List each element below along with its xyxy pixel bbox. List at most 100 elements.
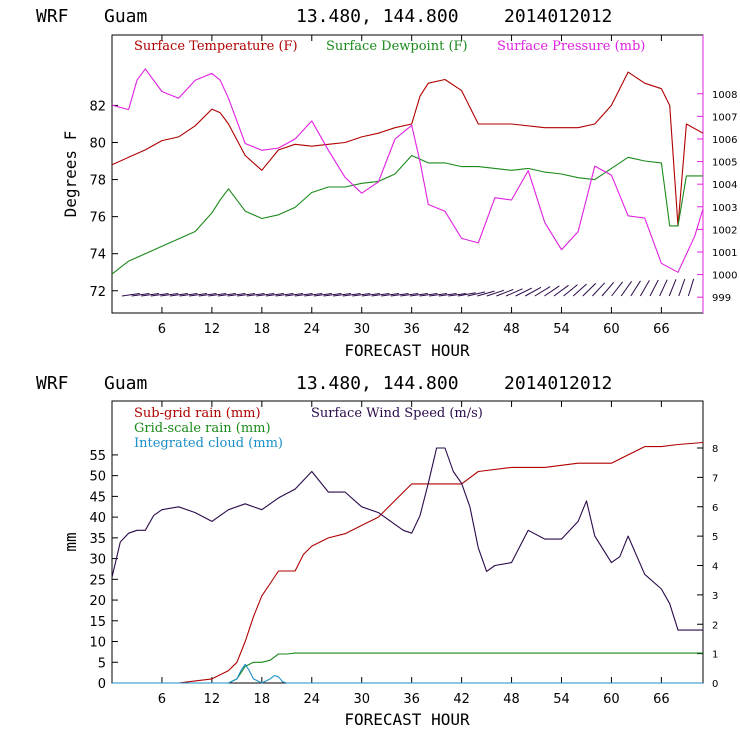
y-tick-label: 15 [89,615,106,630]
x-tick-label: 60 [603,322,620,337]
y2-tick-label: 5 [712,532,718,543]
series-integrated-cloud-line [112,663,703,684]
y2-tick-label: 1000 [712,271,737,282]
wind-barb [294,293,313,297]
top-y2-ticks: 999 1000 1001 1002 1003 1004 1005 1006 1007 1008 [697,90,737,304]
y-tick-label: 25 [89,573,106,588]
wind-barb [467,291,486,297]
wind-barb [189,293,208,297]
bottom-title-location: Guam [104,373,147,394]
wind-barb [419,293,438,297]
bottom-series [111,441,704,684]
x-tick-label: 12 [204,692,221,707]
wind-barb [678,278,686,297]
y-tick-label: 0 [98,677,106,692]
series-surface-pressure-line [111,68,704,273]
bottom-title-model: WRF [36,373,69,394]
wind-barb [592,282,606,297]
y2-tick-label: 3 [712,591,718,602]
legend-gridscale-rain: Grid-scale rain (mm) [134,421,271,436]
wind-barb [361,293,380,297]
wind-barb [524,286,542,297]
wind-barb [639,280,650,297]
x-tick-label: 24 [304,692,321,707]
wind-barb [611,281,623,297]
wind-barb [438,293,457,297]
wind-barb [601,281,615,297]
wind-barb [668,279,677,297]
legend-integrated-cloud: Integrated cloud (mm) [134,436,283,451]
wind-barb [486,289,505,297]
wind-barb [687,278,695,297]
x-tick-label: 12 [204,322,221,337]
x-tick-label: 36 [403,692,420,707]
wind-barb [198,293,217,297]
top-chart-title: WRF Guam 13.480, 144.800 2014012012 [36,6,612,27]
wind-barb [141,293,160,297]
bottom-x-ticks: 6 12 18 24 30 36 42 48 54 60 66 [158,401,670,707]
wind-barb [256,293,275,297]
bottom-chart-title: WRF Guam 13.480, 144.800 2014012012 [36,373,612,394]
top-x-axis-label: FORECAST HOUR [344,341,470,360]
wind-barbs [121,278,695,297]
wind-barb [323,293,342,297]
wind-barb [227,293,246,297]
top-x-ticks: 6 12 18 24 30 36 42 48 54 60 66 [158,35,670,337]
y2-tick-label: 2 [712,620,718,631]
wind-barb [333,293,352,297]
legend-surface-pressure: Surface Pressure (mb) [497,39,645,54]
series-surface-temperature-line [111,71,704,227]
x-tick-label: 60 [603,692,620,707]
y2-tick-label: 1 [712,650,718,661]
top-legend: Surface Temperature (F) Surface Dewpoint… [134,39,645,54]
bottom-y-axis-label: mm [61,532,80,551]
y-tick-label: 5 [98,656,106,671]
wind-barb [304,293,323,297]
bottom-y2-ticks: 0 1 2 3 4 5 6 7 8 [697,444,718,690]
y2-tick-label: 1002 [712,225,737,236]
y-tick-label: 20 [89,594,106,609]
wind-barb [563,284,578,297]
legend-surface-temperature: Surface Temperature (F) [134,39,298,54]
top-title-coords: 13.480, 144.800 [296,6,459,27]
bottom-x-axis-label: FORECAST HOUR [344,710,470,729]
wind-barb [630,280,641,297]
top-chart: 6 12 18 24 30 36 42 48 54 60 66 72 74 76 78 80 82 999 10… [61,34,737,360]
wind-barb [477,290,495,297]
legend-subgrid-rain: Sub-grid rain (mm) [134,406,261,421]
x-tick-label: 30 [353,322,370,337]
series-grid-scale-rain-line [112,652,703,684]
wind-barb [505,288,523,297]
x-tick-label: 18 [254,692,271,707]
wind-barb [572,283,587,297]
bottom-y-ticks: 0 5 10 15 20 25 30 35 40 45 50 55 [89,449,118,692]
series-surface-wind-speed-line [111,447,703,631]
series-sub-grid-rain-line [112,441,704,684]
wind-barb [544,285,560,297]
y-tick-label: 10 [89,636,106,651]
y-tick-label: 55 [89,449,106,464]
top-title-location: Guam [104,6,147,27]
y-tick-label: 78 [89,174,106,189]
y-tick-label: 30 [89,553,106,568]
wind-barb [582,283,597,297]
x-tick-label: 66 [653,322,670,337]
x-tick-label: 42 [453,322,470,337]
wind-barb [237,293,256,297]
legend-surface-wind-speed: Surface Wind Speed (m/s) [311,406,483,421]
y2-tick-label: 0 [712,679,718,690]
wind-barb [217,293,236,297]
wind-barb [160,293,179,297]
y2-tick-label: 999 [712,293,731,304]
wind-barb [448,293,467,297]
x-tick-label: 48 [503,692,520,707]
wind-barb [457,292,476,297]
top-y-axis-label: Degrees F [61,131,80,218]
x-tick-label: 18 [254,322,271,337]
legend-surface-dewpoint: Surface Dewpoint (F) [326,39,468,54]
y-tick-label: 76 [89,211,106,226]
wind-barb [208,293,227,297]
wind-barb [390,293,409,297]
y2-tick-label: 7 [712,473,718,484]
wind-barb [131,293,150,297]
